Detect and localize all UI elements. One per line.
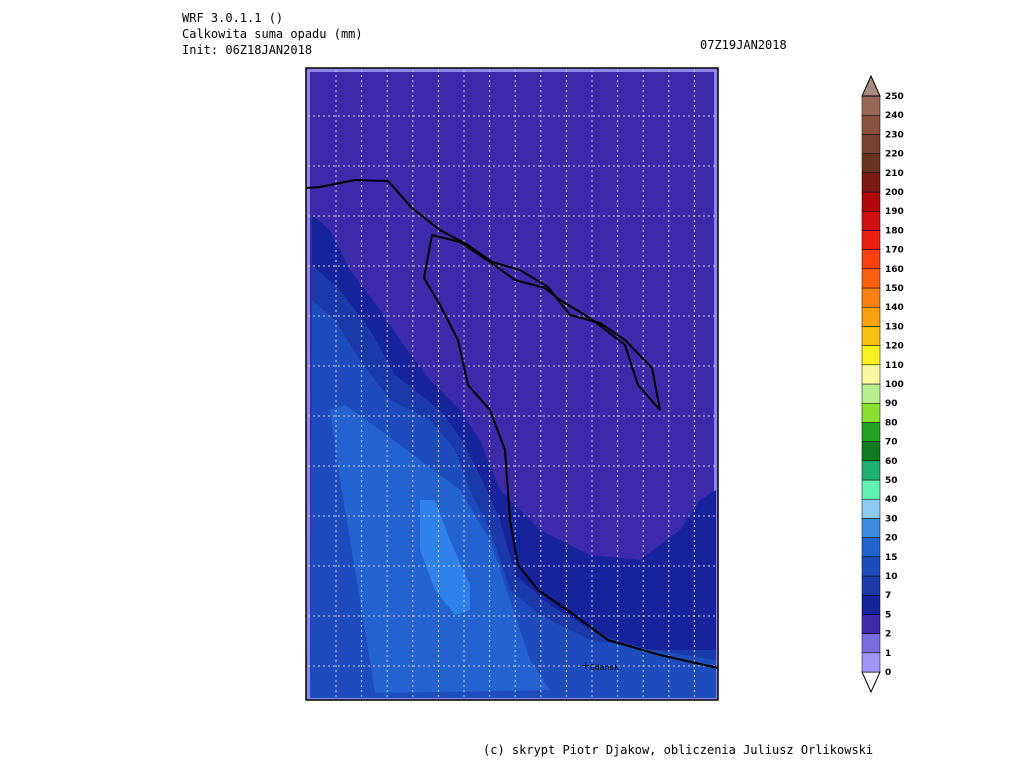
colorbar-label: 160 [885, 265, 904, 275]
colorbar-over [861, 74, 881, 97]
colorbar-segment [861, 575, 881, 596]
colorbar-label: 50 [885, 476, 898, 486]
colorbar: 0 1 2 5 7 10 15 20 30 40 50 60 70 80 90 100 110 120 130 140… [861, 74, 904, 694]
place-marker: + [582, 658, 589, 672]
colorbar-segment [861, 383, 881, 404]
colorbar-segment [861, 153, 881, 174]
colorbar-label: 190 [885, 207, 904, 217]
colorbar-segment [861, 134, 881, 154]
colorbar-label: 90 [885, 399, 898, 409]
colorbar-label: 210 [885, 169, 904, 179]
colorbar-segment [861, 614, 881, 634]
colorbar-segment [861, 556, 881, 577]
colorbar-segment [861, 498, 881, 519]
colorbar-segment [861, 537, 881, 558]
colorbar-label: 60 [885, 457, 898, 467]
colorbar-label: 5 [885, 610, 891, 620]
coastline [305, 178, 661, 411]
colorbar-segment [861, 326, 881, 346]
colorbar-label: 1 [885, 649, 891, 659]
colorbar-label: 130 [885, 322, 904, 332]
colorbar-label: 150 [885, 284, 904, 294]
border [422, 233, 719, 669]
field-label: Calkowita suma opadu (mm) [182, 27, 363, 41]
colorbar-label: 40 [885, 495, 898, 505]
colorbar-label: 180 [885, 226, 904, 236]
map: + Gdansk [305, 67, 719, 701]
valid-label: 07Z19JAN2018 [700, 38, 787, 52]
colorbar-segment [861, 422, 881, 442]
colorbar-label: 30 [885, 514, 898, 524]
colorbar-label: 170 [885, 246, 904, 256]
colorbar-label: 10 [885, 572, 898, 582]
colorbar-segment [861, 441, 881, 462]
colorbar-label: 2 [885, 630, 891, 640]
colorbar-label: 70 [885, 438, 898, 448]
colorbar-segment [861, 345, 881, 366]
contour-20 [420, 500, 470, 615]
colorbar-label: 220 [885, 150, 904, 160]
grid [308, 70, 716, 698]
colorbar-segment [861, 230, 881, 250]
colorbar-segment [861, 479, 881, 500]
colorbar-label: 7 [885, 591, 891, 601]
model-label: WRF 3.0.1.1 () [182, 11, 283, 25]
place-label: Gdansk [590, 663, 619, 672]
colorbar-label: 200 [885, 188, 904, 198]
colorbar-segment [861, 364, 881, 385]
colorbar-segment [861, 172, 881, 193]
colorbar-segment [861, 460, 881, 481]
colorbar-segment [861, 287, 881, 308]
colorbar-label: 15 [885, 553, 898, 563]
colorbar-label: 240 [885, 111, 904, 121]
colorbar-segment [861, 268, 881, 289]
colorbar-segment [861, 652, 881, 673]
colorbar-under [861, 671, 881, 694]
colorbar-label: 140 [885, 303, 904, 313]
colorbar-segment [861, 594, 881, 615]
colorbar-segment [861, 249, 881, 270]
colorbar-label: 230 [885, 130, 904, 140]
footer: (c) skrypt Piotr Djakow, obliczenia Juli… [483, 743, 873, 757]
colorbar-segment [861, 210, 881, 231]
colorbar-segment [861, 633, 881, 654]
colorbar-segment [861, 95, 881, 116]
colorbar-label: 110 [885, 361, 904, 371]
colorbar-label: 250 [885, 92, 904, 102]
colorbar-label: 120 [885, 342, 904, 352]
colorbar-segment [861, 306, 881, 327]
colorbar-label: 80 [885, 418, 898, 428]
colorbar-label: 20 [885, 534, 898, 544]
colorbar-segment [861, 402, 881, 423]
colorbar-label: 100 [885, 380, 904, 390]
colorbar-segment [861, 518, 881, 538]
colorbar-segment [861, 114, 881, 135]
init-label: Init: 06Z18JAN2018 [182, 43, 312, 57]
colorbar-segment [861, 191, 881, 212]
colorbar-label: 0 [885, 668, 891, 678]
map-frame [305, 67, 719, 701]
